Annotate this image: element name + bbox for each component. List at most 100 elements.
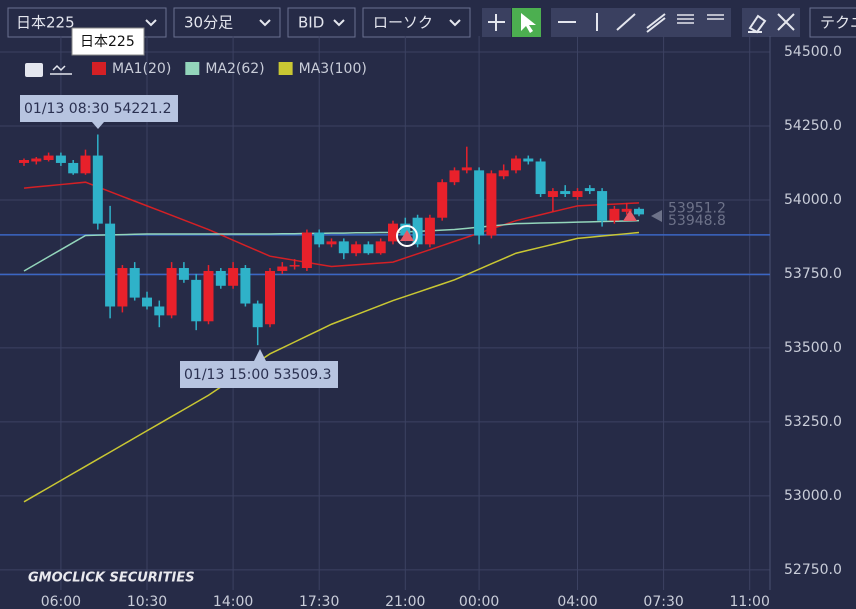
x-tick-label: 21:00 — [385, 594, 425, 609]
dropdown-arrow — [449, 19, 461, 27]
erase-tools[interactable] — [748, 13, 795, 34]
candle-body — [609, 208, 620, 221]
candle-body — [412, 217, 423, 245]
tooltip-box — [71, 27, 145, 56]
candle-body — [449, 170, 460, 183]
tooltip-text: 日本225 — [80, 34, 135, 50]
candle-body — [363, 244, 374, 254]
candle-body — [92, 155, 103, 224]
candle-body — [351, 244, 362, 254]
dropdown-arrow — [145, 19, 157, 27]
candle-body — [461, 167, 472, 171]
dropdown-arrow — [259, 19, 271, 27]
tools-bg — [551, 8, 731, 37]
candle-body — [31, 158, 42, 162]
annotation-pointer — [92, 122, 104, 129]
x-tick-label: 07:30 — [643, 594, 683, 609]
trade-triangle[interactable] — [623, 210, 637, 221]
candle-body — [572, 191, 583, 197]
style-select[interactable] — [362, 7, 471, 38]
candle-body — [338, 241, 349, 254]
line-tools[interactable] — [558, 13, 666, 33]
annotation-text: 01/13 08:30 54221.2 — [24, 101, 172, 117]
candle-body — [547, 191, 558, 197]
x-tick-label: 00:00 — [459, 594, 499, 609]
candle-body — [252, 303, 263, 328]
ma-line — [23, 181, 640, 268]
candle-body — [19, 159, 29, 163]
legend-swatch — [185, 62, 200, 75]
legend-icons — [25, 63, 72, 77]
tech-button[interactable] — [809, 7, 856, 38]
indicator-icon[interactable] — [50, 64, 72, 75]
candle-body — [486, 173, 497, 236]
fib-tools[interactable] — [677, 14, 724, 24]
candle-body — [265, 270, 275, 325]
candle-body — [523, 158, 534, 162]
candle-body — [277, 266, 288, 271]
y-tick-label: 53250.0 — [784, 414, 842, 430]
annotation-box — [20, 95, 178, 122]
candle-body — [634, 208, 644, 215]
candle-body — [105, 223, 116, 307]
price-label: 53951.2 — [668, 200, 726, 216]
candle-body — [326, 241, 337, 245]
y-tick-label: 53750.0 — [784, 266, 842, 282]
candle-body — [375, 241, 386, 254]
candle-body — [289, 265, 300, 267]
price-pointer — [651, 210, 662, 222]
x-tick-label: 11:00 — [730, 594, 770, 609]
candle-body — [228, 268, 239, 286]
side-select[interactable] — [287, 7, 356, 38]
candle-body — [584, 188, 595, 192]
trade-triangle[interactable] — [400, 230, 414, 241]
dropdown-arrow — [333, 19, 345, 27]
legend-label: MA2(62) — [205, 61, 264, 77]
candle-body — [55, 155, 66, 163]
candle-body — [80, 155, 91, 174]
plot: 52750.0 53000.0 53250.0 53500.0 53750.0 54000… — [0, 36, 842, 609]
style-text: ローソク — [373, 14, 433, 32]
candle-body — [117, 268, 128, 307]
legend-swatch — [278, 62, 293, 75]
interval-select[interactable] — [173, 7, 281, 38]
tooltip: 日本225 — [71, 27, 145, 56]
legend-label: MA3(100) — [299, 61, 367, 77]
tech-text: テクニ — [820, 14, 856, 32]
candle-body — [154, 306, 165, 316]
candle-body — [424, 217, 435, 245]
trade-marker[interactable] — [396, 225, 418, 247]
annotation-pointer — [254, 349, 266, 361]
legend-toggle[interactable] — [25, 63, 43, 77]
x-tick-label: 17:30 — [299, 594, 339, 609]
candle-body — [240, 268, 251, 304]
annotation-box — [180, 361, 338, 388]
candle-body — [511, 158, 521, 171]
pointer-icon — [521, 13, 536, 33]
candle-body — [560, 191, 571, 195]
y-tick-label: 52750.0 — [784, 562, 842, 578]
candle-body — [498, 170, 509, 177]
candle-body — [178, 268, 189, 280]
side-text: BID — [298, 14, 324, 32]
annotation-text: 01/13 15:00 53509.3 — [184, 367, 332, 383]
candle-body — [215, 270, 226, 286]
legend-swatch — [92, 62, 106, 75]
ma-line — [23, 231, 640, 503]
candle-body — [142, 297, 152, 307]
candle-body — [203, 270, 214, 322]
x-tick-label: 14:00 — [213, 594, 253, 609]
x-tick-label: 04:00 — [557, 594, 597, 609]
candle-body — [400, 223, 411, 236]
y-tick-label: 54500.0 — [784, 44, 842, 60]
candle-body — [474, 170, 485, 236]
price-label: 53948.8 — [668, 213, 726, 229]
candle-body — [314, 232, 325, 245]
candle-body — [43, 155, 54, 160]
candle-body — [301, 232, 312, 269]
candle-body — [129, 268, 140, 298]
x-tick-label: 10:30 — [127, 594, 167, 609]
watermark: GMOCLICK SECURITIES — [28, 571, 195, 586]
